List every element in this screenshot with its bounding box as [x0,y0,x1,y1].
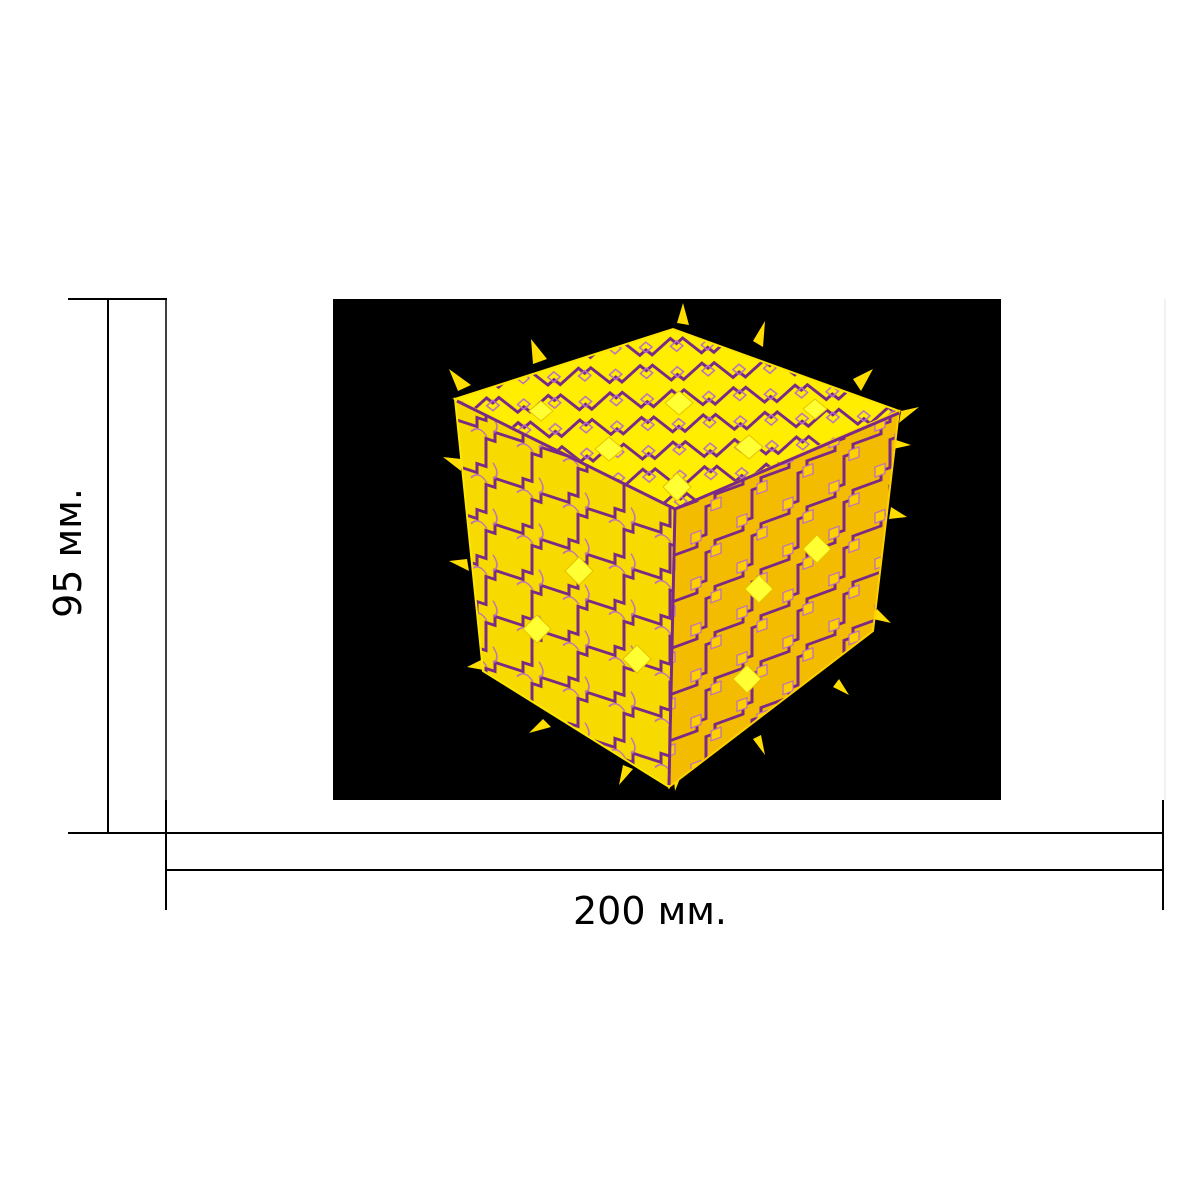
width-label: 200 мм. [572,889,728,933]
cube-edge-trim [456,399,900,786]
fractal-cube-illustration [443,303,919,791]
cube-cross-motifs [522,390,832,694]
fractal-cube-photo [333,299,1001,800]
height-label: 95 мм. [46,488,90,618]
